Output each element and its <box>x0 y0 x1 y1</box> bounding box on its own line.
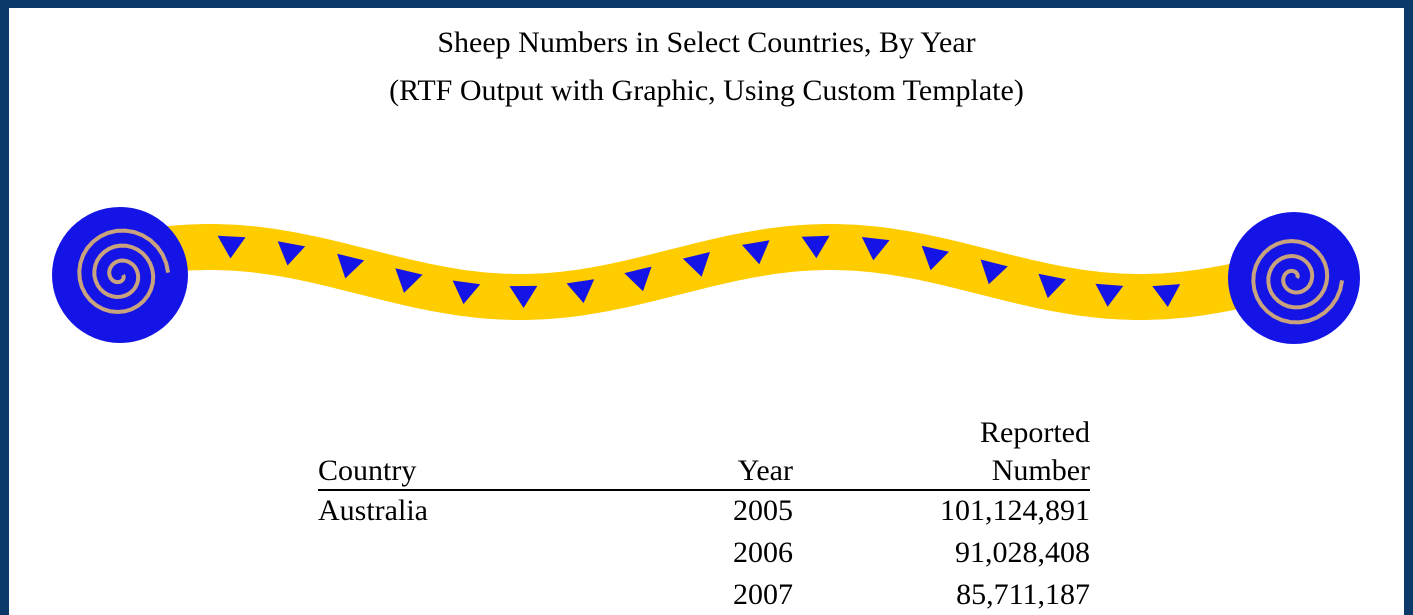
decorative-banner <box>9 8 1404 388</box>
table-cell: Australia <box>318 494 428 528</box>
table-cell: 85,711,187 <box>840 578 1090 612</box>
column-header: Year <box>693 454 793 488</box>
table-cell: 101,124,891 <box>840 494 1090 528</box>
table-cell: 2005 <box>693 494 793 528</box>
document: Sheep Numbers in Select Countries, By Ye… <box>9 8 1404 615</box>
page: Sheep Numbers in Select Countries, By Ye… <box>0 0 1413 615</box>
column-header: Country <box>318 454 416 488</box>
column-header: Number <box>890 454 1090 488</box>
header-rule <box>318 489 1090 491</box>
column-header: Reported <box>890 416 1090 450</box>
spiral-disc <box>52 207 188 343</box>
table-cell: 2006 <box>693 536 793 570</box>
table-cell: 2007 <box>693 578 793 612</box>
table-cell: 91,028,408 <box>840 536 1090 570</box>
